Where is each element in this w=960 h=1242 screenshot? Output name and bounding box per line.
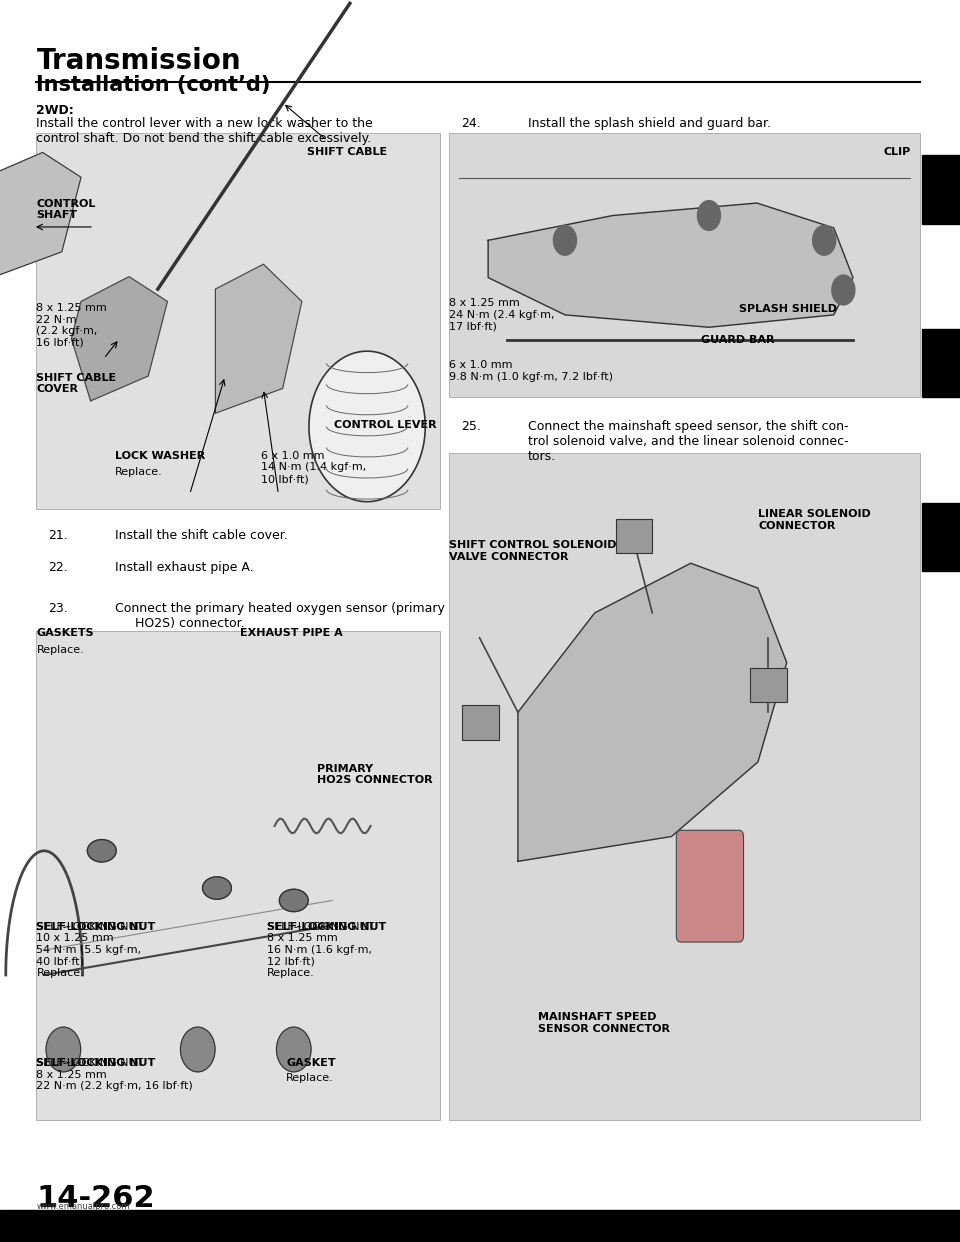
Text: Install the splash shield and guard bar.: Install the splash shield and guard bar. xyxy=(528,117,771,129)
Polygon shape xyxy=(215,265,301,414)
FancyBboxPatch shape xyxy=(676,830,743,941)
Bar xyxy=(922,155,960,224)
Text: EXHAUST PIPE A: EXHAUST PIPE A xyxy=(240,628,343,638)
Text: Replace.: Replace. xyxy=(36,645,84,655)
Polygon shape xyxy=(71,277,167,401)
Ellipse shape xyxy=(87,840,116,862)
Text: 2WD:: 2WD: xyxy=(36,104,74,117)
Text: 6 x 1.0 mm
14 N·m (1.4 kgf·m,
10 lbf·ft): 6 x 1.0 mm 14 N·m (1.4 kgf·m, 10 lbf·ft) xyxy=(261,451,367,484)
Bar xyxy=(0,1210,960,1242)
Bar xyxy=(36,631,440,1120)
Circle shape xyxy=(180,1027,215,1072)
Bar xyxy=(36,133,440,509)
Text: PRIMARY
HO2S CONNECTOR: PRIMARY HO2S CONNECTOR xyxy=(317,764,432,785)
Text: 6 x 1.0 mm
9.8 N·m (1.0 kgf·m, 7.2 lbf·ft): 6 x 1.0 mm 9.8 N·m (1.0 kgf·m, 7.2 lbf·f… xyxy=(449,360,613,381)
Text: SHIFT CABLE: SHIFT CABLE xyxy=(307,147,387,156)
Text: CONTROL LEVER: CONTROL LEVER xyxy=(334,420,437,430)
Text: Install the shift cable cover.: Install the shift cable cover. xyxy=(115,529,288,542)
Text: SELF-LOCKING NUT: SELF-LOCKING NUT xyxy=(36,1058,156,1068)
Text: Transmission: Transmission xyxy=(36,47,241,76)
Text: LINEAR SOLENOID
CONNECTOR: LINEAR SOLENOID CONNECTOR xyxy=(758,509,871,530)
Circle shape xyxy=(46,1027,81,1072)
Text: CONTROL
SHAFT: CONTROL SHAFT xyxy=(36,199,96,220)
Bar xyxy=(449,133,920,397)
Text: 14-262: 14-262 xyxy=(36,1184,156,1212)
Text: SELF-LOCKING NUT: SELF-LOCKING NUT xyxy=(267,922,386,932)
Ellipse shape xyxy=(279,889,308,912)
Text: Connect the mainshaft speed sensor, the shift con-
trol solenoid valve, and the : Connect the mainshaft speed sensor, the … xyxy=(528,420,849,463)
Text: Replace.: Replace. xyxy=(115,467,163,477)
Bar xyxy=(922,329,960,397)
Circle shape xyxy=(831,276,854,306)
Text: SPLASH SHIELD: SPLASH SHIELD xyxy=(739,304,837,314)
Bar xyxy=(751,667,787,702)
Polygon shape xyxy=(518,564,786,862)
Polygon shape xyxy=(309,351,425,502)
Bar xyxy=(462,704,499,739)
Text: SELF-LOCKING NUT: SELF-LOCKING NUT xyxy=(36,922,156,932)
Ellipse shape xyxy=(203,877,231,899)
Text: www.emanualpro.com: www.emanualpro.com xyxy=(36,1202,130,1211)
Text: Install the control lever with a new lock washer to the
control shaft. Do not be: Install the control lever with a new loc… xyxy=(36,117,373,145)
Text: carmanualsonline.info: carmanualsonline.info xyxy=(595,1227,704,1237)
Text: 8 x 1.25 mm
22 N·m
(2.2 kgf·m,
16 lbf·ft): 8 x 1.25 mm 22 N·m (2.2 kgf·m, 16 lbf·ft… xyxy=(36,303,108,348)
Text: 22.: 22. xyxy=(48,561,68,574)
Text: LOCK WASHER: LOCK WASHER xyxy=(115,451,205,461)
Text: 25.: 25. xyxy=(461,420,481,432)
Text: SHIFT CONTROL SOLENOID
VALVE CONNECTOR: SHIFT CONTROL SOLENOID VALVE CONNECTOR xyxy=(449,540,616,561)
Bar xyxy=(449,453,920,1120)
Circle shape xyxy=(553,225,576,256)
Circle shape xyxy=(813,225,835,256)
Text: GASKETS: GASKETS xyxy=(36,628,94,638)
Text: 8 x 1.25 mm
24 N·m (2.4 kgf·m,
17 lbf·ft): 8 x 1.25 mm 24 N·m (2.4 kgf·m, 17 lbf·ft… xyxy=(449,298,555,332)
Bar xyxy=(616,519,652,554)
Text: GASKET: GASKET xyxy=(286,1058,336,1068)
Polygon shape xyxy=(0,153,81,277)
Text: Installation (cont’d): Installation (cont’d) xyxy=(36,75,271,94)
Text: GUARD BAR: GUARD BAR xyxy=(701,335,775,345)
Text: SHIFT CABLE
COVER: SHIFT CABLE COVER xyxy=(36,373,116,394)
Bar xyxy=(922,503,960,571)
Text: SELF-LOCKING NUT
8 x 1.25 mm
22 N·m (2.2 kgf·m, 16 lbf·ft): SELF-LOCKING NUT 8 x 1.25 mm 22 N·m (2.2… xyxy=(36,1058,193,1092)
Polygon shape xyxy=(488,202,853,328)
Text: CLIP: CLIP xyxy=(883,147,910,156)
Text: Connect the primary heated oxygen sensor (primary
     HO2S) connector.: Connect the primary heated oxygen sensor… xyxy=(115,602,445,631)
Text: MAINSHAFT SPEED
SENSOR CONNECTOR: MAINSHAFT SPEED SENSOR CONNECTOR xyxy=(538,1012,670,1033)
Text: 24.: 24. xyxy=(461,117,481,129)
Text: Install exhaust pipe A.: Install exhaust pipe A. xyxy=(115,561,253,574)
Text: SELF-LOCKING NUT
10 x 1.25 mm
54 N·m (5.5 kgf·m,
40 lbf·ft)
Replace.: SELF-LOCKING NUT 10 x 1.25 mm 54 N·m (5.… xyxy=(36,922,144,977)
Text: SELF-LOCKING NUT
8 x 1.25 mm
16 N·m (1.6 kgf·m,
12 lbf·ft)
Replace.: SELF-LOCKING NUT 8 x 1.25 mm 16 N·m (1.6… xyxy=(267,922,374,977)
Circle shape xyxy=(697,201,720,231)
Text: Replace.: Replace. xyxy=(286,1073,334,1083)
Text: 21.: 21. xyxy=(48,529,68,542)
Text: 23.: 23. xyxy=(48,602,68,615)
Circle shape xyxy=(276,1027,311,1072)
